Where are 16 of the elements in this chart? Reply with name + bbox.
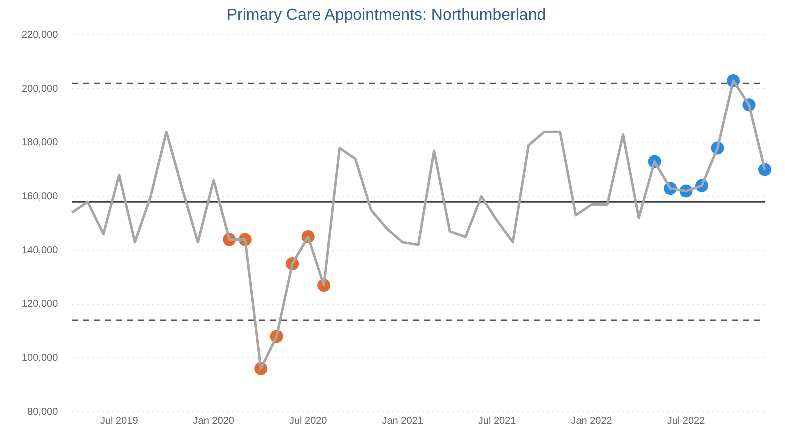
y-tick-label: 220,000 [22, 30, 59, 41]
x-tick-label: Jul 2019 [100, 416, 139, 427]
y-tick-label: 120,000 [22, 299, 59, 310]
y-tick-label: 100,000 [22, 352, 59, 364]
y-tick-label: 80,000 [28, 406, 59, 418]
y-tick-label: 140,000 [22, 245, 59, 256]
x-tick-label: Jan 2022 [571, 416, 613, 427]
x-tick-label: Jul 2020 [289, 416, 328, 427]
x-tick-label: Jan 2021 [382, 416, 424, 427]
x-tick-label: Jan 2020 [193, 416, 235, 427]
chart-title: Primary Care Appointments: Northumberland [226, 7, 546, 24]
y-tick-label: 180,000 [22, 138, 59, 149]
y-tick-label: 160,000 [22, 191, 59, 202]
y-tick-label: 200,000 [22, 84, 59, 95]
x-tick-label: Jul 2021 [478, 416, 517, 427]
x-tick-label: Jul 2022 [667, 416, 706, 427]
